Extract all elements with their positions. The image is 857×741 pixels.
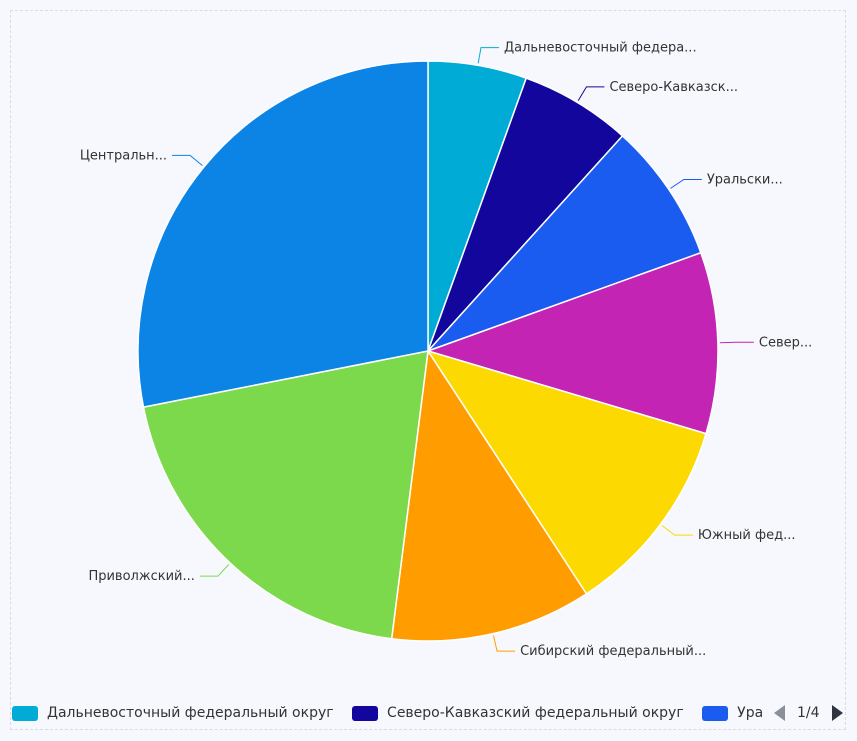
slice-label: Уральски...	[707, 172, 783, 187]
label-leader-line	[577, 86, 605, 101]
legend-item[interactable]: Северо-Кавказский федеральный округ	[352, 705, 684, 721]
label-leader-line	[199, 564, 230, 577]
slice-label: Сибирский федеральный...	[520, 644, 706, 659]
legend-label: Северо-Кавказский федеральный округ	[387, 705, 684, 721]
legend-swatch	[352, 705, 379, 721]
legend-page-indicator: 1/4	[797, 705, 820, 721]
legend-item[interactable]: Дальневосточный федеральный округ	[12, 705, 334, 721]
pie-slice[interactable]	[427, 134, 702, 352]
legend-swatch	[702, 705, 729, 721]
chart-frame	[10, 10, 846, 730]
label-leader-line	[172, 154, 203, 166]
slice-label: Приволжский...	[88, 569, 194, 584]
pie-slice[interactable]	[426, 349, 707, 595]
legend-prev-icon[interactable]	[774, 705, 785, 721]
slice-label: Север...	[759, 335, 812, 350]
legend-pager: 1/4	[774, 705, 843, 721]
pie-slice[interactable]	[137, 60, 429, 409]
pie-slice[interactable]	[142, 350, 429, 640]
slice-label: Северо-Кавказск...	[609, 80, 738, 95]
slice-label: Центральн...	[80, 148, 167, 163]
slice-label: Дальневосточный федера...	[504, 41, 697, 56]
slice-label: Южный фед...	[698, 528, 796, 543]
legend-label: Дальневосточный федеральный округ	[47, 705, 334, 721]
legend-swatch	[12, 705, 38, 721]
legend-next-icon[interactable]	[831, 705, 843, 721]
label-leader-line	[492, 635, 516, 652]
legend: Дальневосточный федеральный округ Северо…	[12, 705, 772, 725]
pie-slice[interactable]	[425, 251, 719, 435]
label-leader-line	[670, 178, 702, 189]
label-leader-line	[477, 47, 499, 64]
pie-slice[interactable]	[390, 348, 588, 642]
label-leader-line	[661, 525, 693, 536]
legend-label: Ура	[737, 705, 764, 721]
legend-item[interactable]: Ура	[702, 705, 763, 721]
